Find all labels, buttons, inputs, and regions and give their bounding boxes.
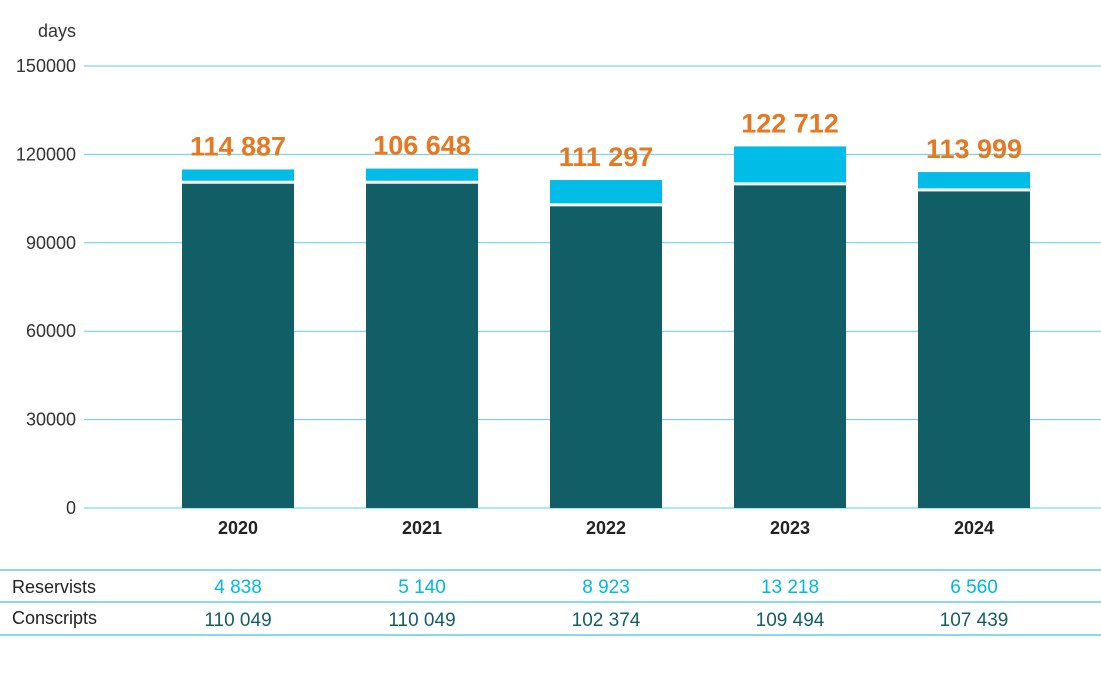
x-tick-label: 2024 [954, 518, 994, 538]
x-tick-label: 2023 [770, 518, 810, 538]
x-tick-label: 2022 [586, 518, 626, 538]
bar-reservists [366, 168, 478, 181]
conscripts-value: 110 049 [204, 610, 271, 631]
reservists-value: 5 140 [398, 577, 446, 598]
bar-reservists [734, 146, 846, 183]
total-label: 113 999 [926, 134, 1022, 164]
conscripts-value: 109 494 [756, 610, 825, 631]
total-label: 106 648 [373, 131, 471, 161]
y-axis-label: days [38, 21, 76, 41]
bar-conscripts [918, 191, 1030, 508]
x-tick-label: 2021 [402, 518, 442, 538]
reservists-value: 6 560 [950, 577, 998, 598]
y-tick-label: 90000 [26, 233, 76, 253]
bar-conscripts [734, 185, 846, 509]
reservists-value: 4 838 [214, 577, 262, 598]
x-tick-label: 2020 [218, 518, 258, 538]
y-tick-label: 150000 [16, 56, 76, 76]
reservists-value: 8 923 [582, 577, 630, 598]
bar-reservists [182, 169, 294, 181]
total-label: 122 712 [741, 108, 839, 138]
bar-conscripts [550, 206, 662, 508]
conscripts-value: 107 439 [940, 610, 1009, 631]
bar-conscripts [366, 183, 478, 508]
y-tick-label: 60000 [26, 321, 76, 341]
row-label-conscripts: Conscripts [12, 608, 97, 628]
bar-reservists [918, 172, 1030, 189]
y-tick-label: 120000 [16, 144, 76, 164]
y-tick-label: 0 [66, 498, 76, 518]
conscripts-value: 110 049 [388, 610, 455, 631]
total-label: 114 887 [190, 131, 286, 161]
bar-reservists [550, 180, 662, 204]
reservists-value: 13 218 [761, 577, 819, 598]
y-tick-label: 30000 [26, 410, 76, 430]
row-label-reservists: Reservists [12, 577, 96, 597]
total-label: 111 297 [559, 142, 654, 172]
bar-conscripts [182, 183, 294, 508]
conscripts-value: 102 374 [572, 610, 641, 631]
